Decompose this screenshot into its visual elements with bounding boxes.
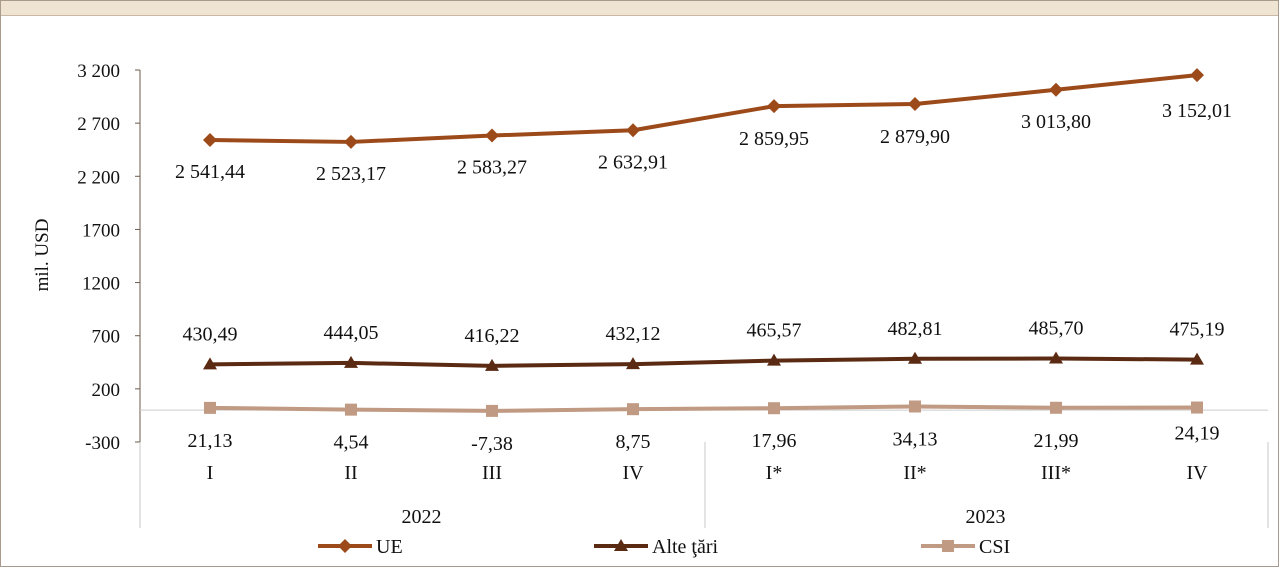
ue-marker [908, 97, 922, 112]
y-tick-label: 2 700 [77, 114, 120, 135]
data-label: 2 859,95 [739, 128, 809, 150]
category-label: III [482, 462, 502, 484]
ue-marker [767, 99, 781, 114]
ue-marker [626, 123, 640, 138]
y-tick-label: -300 [85, 433, 120, 454]
year-label: 2023 [966, 506, 1006, 528]
data-label: 2 541,44 [175, 161, 245, 183]
data-label: 3 013,80 [1021, 111, 1091, 133]
series-lines [209, 73, 1198, 413]
top-band [1, 1, 1278, 16]
data-label: 465,57 [747, 320, 802, 342]
data-label: 485,70 [1029, 317, 1084, 339]
data-label: 475,19 [1170, 319, 1225, 341]
data-label: 482,81 [888, 318, 943, 340]
y-tick-label: 2 200 [77, 167, 120, 188]
series-line-0 [209, 73, 1198, 144]
ue-marker [203, 132, 217, 147]
legend-csi-icon [942, 540, 954, 552]
alte-tari-marker [1049, 351, 1063, 364]
csi-marker [486, 404, 498, 417]
data-label: 2 879,90 [880, 126, 950, 148]
alte-tari-marker [203, 357, 217, 370]
year-label: 2022 [402, 506, 442, 528]
csi-marker [345, 403, 357, 416]
alte-tari-marker [485, 358, 499, 371]
legend-label: UE [376, 536, 403, 558]
ue-marker [344, 134, 358, 149]
ue-marker [1190, 68, 1204, 83]
legend-ue-icon [338, 539, 352, 553]
legend-label: Alte ţări [652, 536, 719, 558]
data-label: 21,13 [188, 430, 233, 452]
category-label: IV [1186, 462, 1208, 484]
category-label: II* [903, 462, 926, 484]
csi-marker [768, 402, 780, 415]
csi-marker [1191, 401, 1203, 414]
legend-alte-tari-icon [614, 539, 628, 551]
data-label: 2 632,91 [598, 151, 668, 173]
data-label: 416,22 [465, 325, 520, 347]
csi-marker [627, 403, 639, 416]
series-line-2 [209, 404, 1198, 413]
y-tick-label: 200 [92, 380, 121, 401]
data-label: 3 152,01 [1162, 100, 1232, 122]
legend-label: CSI [979, 536, 1010, 558]
alte-tari-marker [1190, 352, 1204, 365]
data-label: 17,96 [752, 430, 797, 452]
data-labels: 2 541,44 2 523,17 2 583,27 2 632,91 2 859,95… [175, 100, 1232, 455]
y-tick-label: 1200 [82, 274, 120, 295]
y-tick-label: 1700 [82, 220, 120, 241]
category-label: IV [622, 462, 644, 484]
y-tick-label: 3 200 [77, 61, 120, 82]
data-label: 2 523,17 [316, 163, 386, 185]
alte-tari-marker [626, 357, 640, 370]
category-label: III* [1041, 462, 1071, 484]
series-line-1 [209, 356, 1198, 368]
csi-marker [1050, 401, 1062, 414]
y-tick-label: 700 [92, 327, 121, 348]
data-label: 444,05 [324, 322, 379, 344]
data-label: 34,13 [893, 428, 938, 450]
legend: UE Alte ţări CSI [318, 536, 1010, 558]
y-axis-title: mil. USD [32, 219, 53, 292]
alte-tari-marker [767, 353, 781, 366]
category-label: I [207, 462, 214, 484]
data-label: 430,49 [183, 323, 238, 345]
csi-marker [909, 400, 921, 413]
ue-marker [1049, 82, 1063, 97]
data-label: 4,54 [334, 432, 369, 454]
data-label: 24,19 [1175, 423, 1220, 445]
data-label: -7,38 [471, 433, 513, 455]
data-label: 2 583,27 [457, 157, 527, 179]
category-label: II [344, 462, 357, 484]
alte-tari-marker [908, 351, 922, 364]
data-label: 21,99 [1034, 430, 1079, 452]
data-label: 8,75 [616, 431, 651, 453]
data-label: 432,12 [606, 323, 661, 345]
ue-marker [485, 128, 499, 143]
alte-tari-marker [344, 355, 358, 368]
series-markers [203, 68, 1204, 417]
csi-marker [204, 401, 216, 414]
category-label: I* [766, 462, 783, 484]
